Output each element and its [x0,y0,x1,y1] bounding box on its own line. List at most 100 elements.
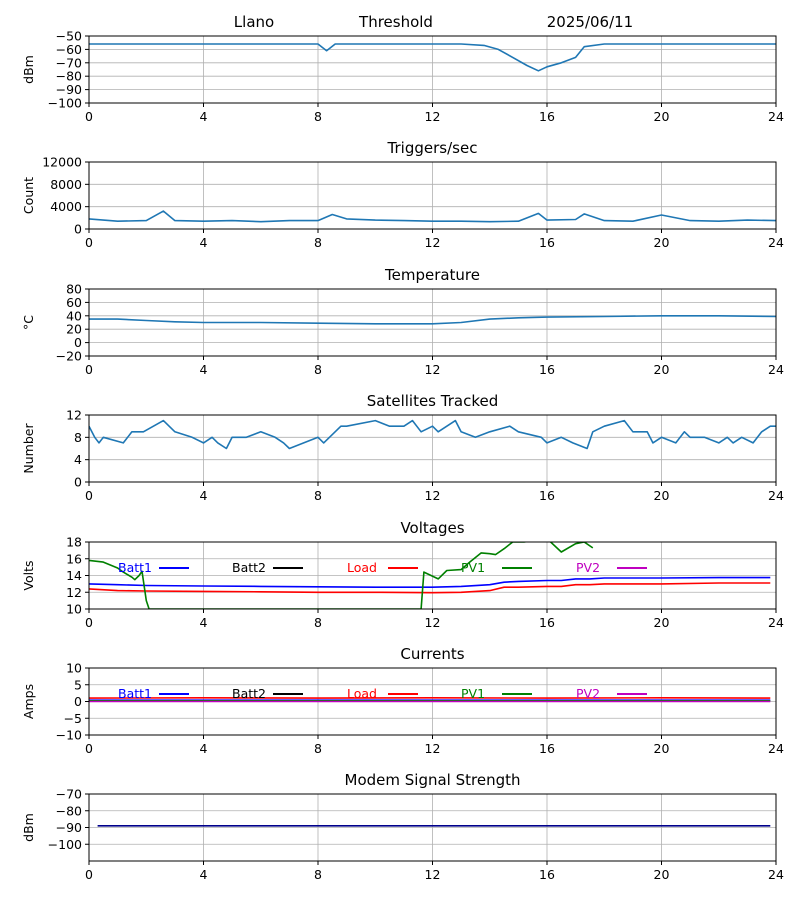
temperature-series-line [89,314,776,325]
currents-ytick-label: −5 [64,711,82,726]
voltages-ytick-label: 10 [66,602,82,617]
satellites-ytick-label: 12 [66,408,82,423]
currents-xtick-label: 0 [85,741,93,756]
triggers-ylabel: Count [21,177,36,214]
currents-legend-label-batt2: Batt2 [232,686,266,701]
triggers-xtick-label: 0 [85,235,93,250]
triggers-xtick-label: 24 [768,235,784,250]
temperature-xtick-label: 4 [200,362,208,377]
currents-xtick-label: 16 [539,741,555,756]
station-name: Llano [234,13,274,31]
temperature-xtick-label: 0 [85,362,93,377]
threshold-ytick-label: −80 [56,69,82,84]
panel-satellites: Satellites Tracked 0 4 8 12 16 20 24 0 4 8 12 Number [21,392,784,503]
temperature-ytick-label: 20 [66,322,82,337]
voltages-xtick-label: 4 [200,615,208,630]
temperature-xtick-label: 8 [314,362,322,377]
temperature-plot-area [89,314,776,325]
threshold-ytick-label: −50 [56,29,82,44]
voltages-xtick-label: 16 [539,615,555,630]
threshold-xtick-label: 16 [539,109,555,124]
modem-ytick-label: −90 [56,820,82,835]
report-date: 2025/06/11 [547,13,633,31]
modem-ytick-label: −100 [48,837,82,852]
currents-ylabel: Amps [21,684,36,719]
satellites-xtick-label: 8 [314,488,322,503]
currents-ytick-label: −10 [56,728,82,743]
threshold-xtick-label: 12 [425,109,441,124]
triggers-xtick-label: 20 [654,235,670,250]
threshold-ytick-label: −70 [56,55,82,70]
currents-xtick-label: 4 [200,741,208,756]
voltages-legend-label-pv2: PV2 [576,560,600,575]
threshold-xtick-label: 4 [200,109,208,124]
currents-plot-area [89,696,771,703]
modem-xtick-label: 12 [425,867,441,882]
threshold-xtick-label: 8 [314,109,322,124]
triggers-xtick-label: 16 [539,235,555,250]
modem-xtick-label: 24 [768,867,784,882]
modem-xtick-label: 8 [314,867,322,882]
triggers-title: Triggers/sec [387,139,478,157]
currents-xtick-label: 8 [314,741,322,756]
modem-title: Modem Signal Strength [345,771,521,789]
threshold-ytick-label: −60 [56,42,82,57]
temperature-ytick-label: 60 [66,295,82,310]
modem-ytick-label: −70 [56,787,82,802]
threshold-title: Threshold [358,13,433,31]
modem-xtick-label: 0 [85,867,93,882]
satellites-xtick-label: 0 [85,488,93,503]
satellites-xtick-label: 24 [768,488,784,503]
voltages-ylabel: Volts [21,560,36,590]
satellites-xtick-label: 20 [654,488,670,503]
temperature-xtick-label: 20 [654,362,670,377]
voltages-title: Voltages [400,519,464,537]
panel-modem: Modem Signal Strength 0 4 8 12 16 20 24 −100 −90 −… [21,771,784,882]
satellites-xtick-label: 4 [200,488,208,503]
currents-legend-label-load: Load [347,686,377,701]
voltages-legend-label-pv1: PV1 [461,560,485,575]
triggers-ytick-label: 8000 [50,177,82,192]
triggers-ytick-label: 4000 [50,199,82,214]
modem-xtick-label: 16 [539,867,555,882]
threshold-ytick-label: −90 [56,82,82,97]
temperature-ytick-label: 40 [66,308,82,323]
satellites-xtick-label: 16 [539,488,555,503]
currents-ytick-label: 10 [66,661,82,676]
voltages-xtick-label: 12 [425,615,441,630]
currents-ytick-label: 0 [74,694,82,709]
threshold-xtick-label: 0 [85,109,93,124]
satellites-ytick-label: 4 [74,452,82,467]
panel-threshold: 0 4 8 12 16 20 24 −100−90−80−70−60−50 dBm [21,29,784,125]
triggers-xtick-label: 12 [425,235,441,250]
temperature-ytick-label: −20 [56,349,82,364]
temperature-title: Temperature [384,266,480,284]
temperature-ylabel: °C [21,315,36,330]
satellites-ylabel: Number [21,423,36,474]
modem-xtick-label: 4 [200,867,208,882]
satellites-plot-area [89,419,776,450]
triggers-ytick-label: 12000 [42,155,82,170]
currents-xtick-label: 24 [768,741,784,756]
modem-ytick-label: −80 [56,803,82,818]
voltages-xtick-label: 20 [654,615,670,630]
satellites-title: Satellites Tracked [367,392,498,410]
header: Llano Threshold 2025/06/11 [234,13,633,31]
satellites-ytick-label: 0 [74,475,82,490]
temperature-ytick-label: 80 [66,282,82,297]
threshold-xtick-label: 24 [768,109,784,124]
triggers-xtick-label: 8 [314,235,322,250]
temperature-xtick-label: 24 [768,362,784,377]
satellites-ytick-label: 8 [74,430,82,445]
threshold-xtick-label: 20 [654,109,670,124]
voltages-ytick-label: 12 [66,585,82,600]
currents-ytick-label: 5 [74,677,82,692]
modem-xtick-label: 20 [654,867,670,882]
currents-legend-label-batt1: Batt1 [118,686,152,701]
triggers-plot-area [89,210,776,223]
temperature-xtick-label: 16 [539,362,555,377]
threshold-series-line [89,43,776,72]
